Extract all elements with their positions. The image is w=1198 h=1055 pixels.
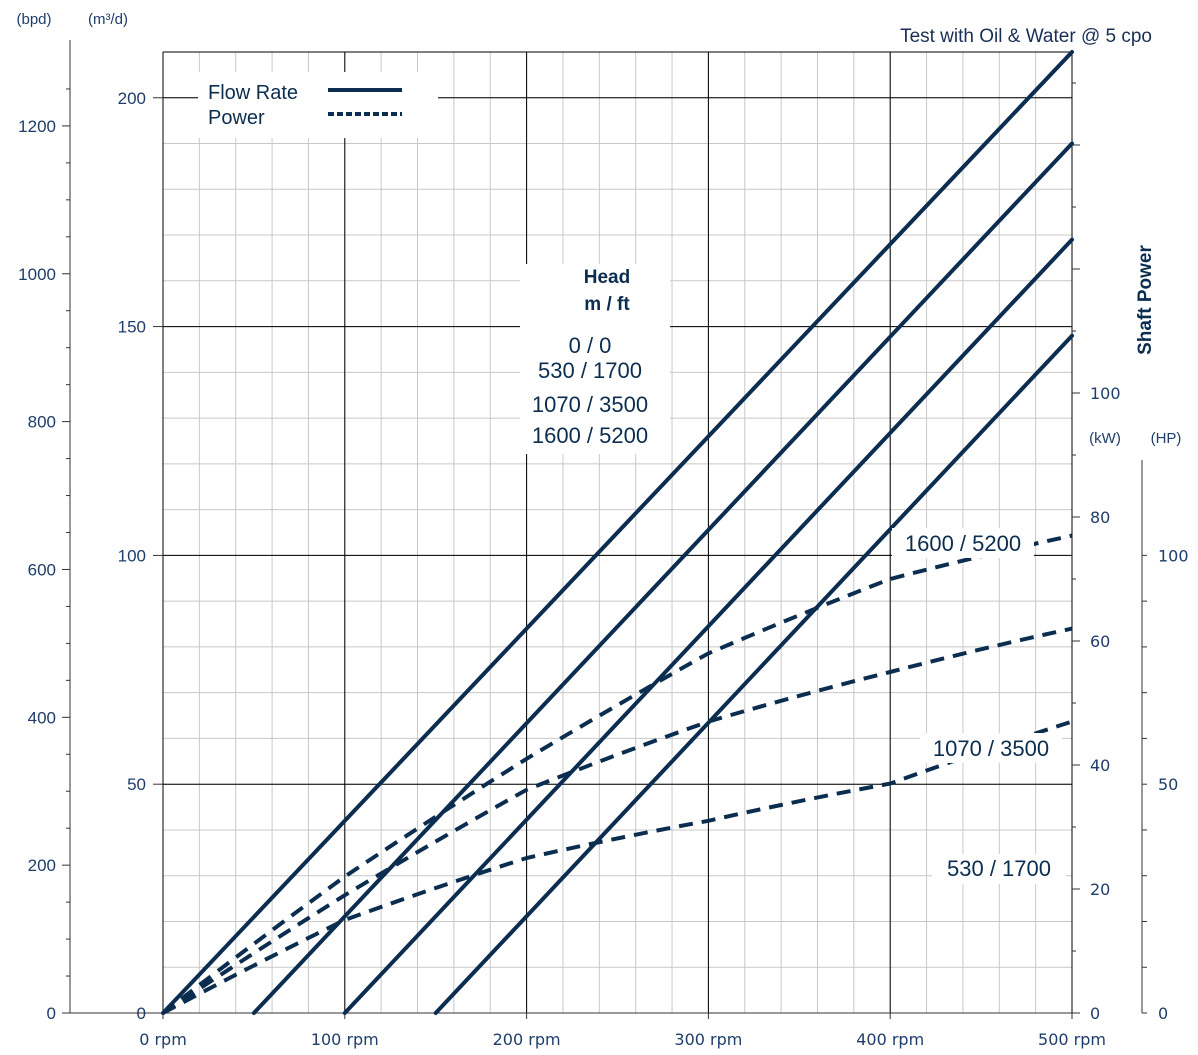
legend-label-flow-rate: Flow Rate [208, 82, 298, 104]
kw-axis-unit: (kW) [1089, 430, 1121, 447]
m3d-axis-unit: (m³/d) [88, 11, 128, 28]
flow-line-10703500 [342, 237, 1074, 1015]
x-tick-label: 200 rpm [493, 1030, 561, 1049]
head-label-530: 530 / 1700 [538, 358, 642, 383]
power-label-1070-background [920, 733, 1062, 763]
head-label-0: 0 / 0 [569, 333, 612, 358]
hp-tick-label: 100 [1158, 546, 1189, 565]
hp-axis-unit: (HP) [1151, 430, 1182, 447]
head-units: m / ft [584, 294, 630, 315]
head-title: Head [584, 267, 630, 288]
kw-tick-label: 80 [1090, 508, 1110, 527]
m3d-tick-label: 50 [127, 775, 146, 794]
x-tick-label: 100 rpm [311, 1030, 379, 1049]
power-label-530: 530 / 1700 [947, 856, 1051, 881]
legend: Flow Rate Power [198, 72, 438, 138]
power-label-530-background [932, 854, 1066, 884]
bpd-tick-label: 1200 [18, 117, 56, 136]
flow-line-16005200 [433, 333, 1074, 1015]
axes: 0 rpm 100 rpm 200 rpm 300 rpm 400 rpm 500 rpm… [18, 40, 1189, 1049]
bpd-tick-label: 600 [28, 560, 56, 579]
power-line-5301700 [162, 719, 1073, 1015]
m3d-tick-label: 0 [137, 1004, 146, 1023]
kw-tick-label: 0 [1090, 1004, 1100, 1023]
power-line-10703500 [161, 626, 1073, 1015]
legend-label-power: Power [208, 107, 265, 129]
bpd-tick-label: 1000 [18, 265, 56, 284]
bpd-axis-unit: (bpd) [16, 11, 51, 28]
bpd-tick-label: 400 [28, 708, 56, 727]
shaft-power-axis-title: Shaft Power [1135, 245, 1156, 355]
kw-tick-label: 20 [1090, 880, 1110, 899]
kw-tick-label: 100 [1090, 384, 1121, 403]
power-label-1070: 1070 / 3500 [933, 736, 1049, 761]
hp-tick-label: 0 [1158, 1004, 1168, 1023]
head-label-1600: 1600 / 5200 [532, 423, 648, 448]
chart-title: Test with Oil & Water @ 5 cpo [900, 26, 1152, 47]
legend-box [198, 72, 438, 138]
x-tick-label: 300 rpm [674, 1030, 742, 1049]
head-label-1070: 1070 / 3500 [532, 392, 648, 417]
series-layer [161, 50, 1074, 1015]
m3d-tick-label: 150 [118, 318, 146, 337]
head-label-background [520, 264, 670, 454]
x-tick-label: 500 rpm [1038, 1030, 1106, 1049]
m3d-tick-label: 200 [118, 89, 146, 108]
power-label-1600-background [892, 528, 1034, 558]
flow-line-5301700 [251, 141, 1074, 1015]
bpd-tick-label: 200 [28, 856, 56, 875]
power-line-16005200 [161, 533, 1073, 1015]
kw-tick-label: 40 [1090, 756, 1110, 775]
bpd-tick-label: 0 [47, 1004, 56, 1023]
m3d-tick-label: 100 [118, 546, 146, 565]
flow-line-00 [161, 50, 1074, 1015]
power-label-1600: 1600 / 5200 [905, 531, 1021, 556]
x-tick-label: 400 rpm [856, 1030, 924, 1049]
kw-tick-label: 60 [1090, 632, 1110, 651]
bpd-tick-label: 800 [28, 413, 56, 432]
hp-tick-label: 50 [1158, 775, 1178, 794]
x-tick-label: 0 rpm [139, 1030, 187, 1049]
